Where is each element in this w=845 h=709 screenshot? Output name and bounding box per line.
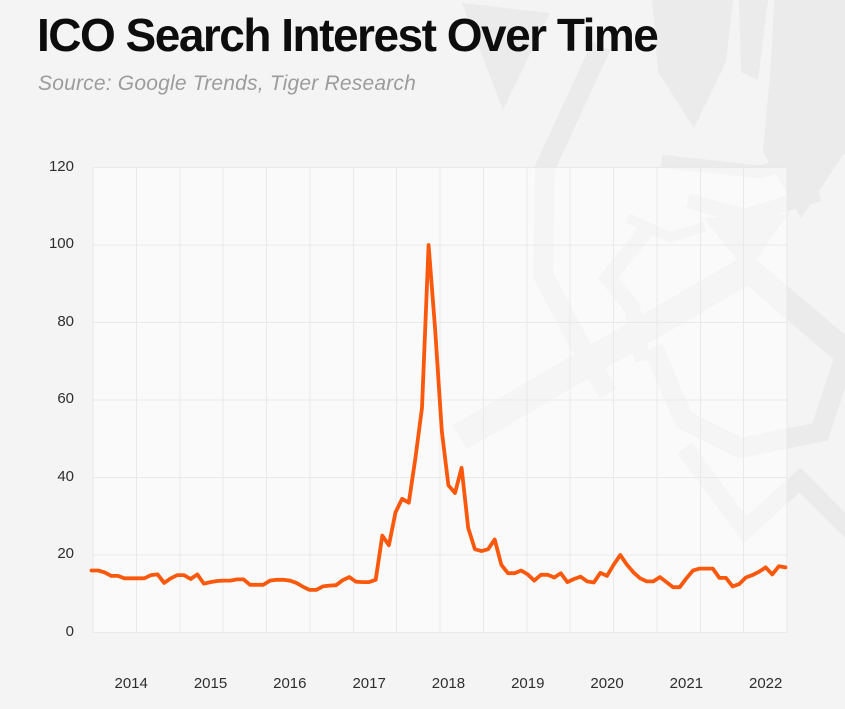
x-axis-tick-label: 2019 [511, 675, 545, 692]
ico-interest-line [89, 243, 788, 592]
y-axis-tick-label: 0 [65, 622, 74, 640]
y-axis-tick-label: 60 [57, 390, 74, 407]
y-axis-tick-label: 40 [57, 467, 74, 485]
y-axis-tick-label: 120 [48, 157, 74, 175]
x-axis-tick-label: 2018 [431, 675, 466, 692]
x-axis-tick-label: 2021 [669, 675, 704, 692]
x-axis-tick-label: 2016 [273, 675, 307, 692]
y-axis-tick-label: 20 [57, 545, 74, 562]
x-axis-tick-label: 2020 [590, 675, 624, 692]
page-title: ICO Search Interest Over Time [37, 9, 659, 61]
x-axis-tick-label: 2022 [748, 675, 783, 692]
x-axis-tick-label: 2015 [193, 675, 228, 692]
y-axis-tick-label: 100 [48, 235, 74, 252]
gridlines [92, 167, 788, 633]
y-axis-tick-label: 80 [57, 312, 74, 330]
x-axis-tick-label: 2017 [352, 675, 386, 692]
x-axis-tick-label: 2014 [114, 675, 148, 692]
source-subtitle: Source: Google Trends, Tiger Research [38, 72, 416, 95]
